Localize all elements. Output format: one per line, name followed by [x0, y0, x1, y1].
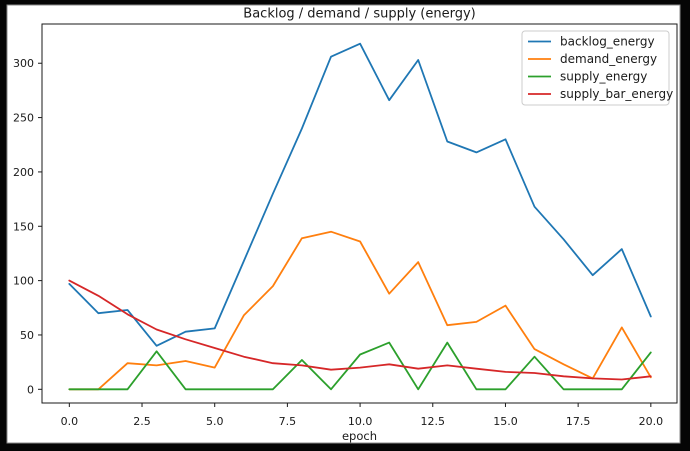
x-tick-label: 15.0: [493, 415, 518, 428]
legend-entry: demand_energy: [528, 52, 657, 66]
legend-entry: supply_bar_energy: [528, 87, 673, 101]
series-line-backlog_energy: [68, 42, 652, 347]
x-tick-label: 17.5: [566, 415, 591, 428]
y-tick-label: 50: [20, 329, 34, 342]
y-tick-label: 150: [13, 220, 34, 233]
y-axis-ticks: 0 50 100 150 200 250 300: [13, 57, 42, 396]
x-tick-label: 12.5: [421, 415, 446, 428]
y-tick-label: 250: [13, 112, 34, 125]
x-tick-label: 0.0: [61, 415, 79, 428]
x-tick-label: 7.5: [279, 415, 297, 428]
axes-frame: [41, 23, 678, 404]
x-tick-label: 10.0: [348, 415, 373, 428]
series-line-supply_bar_energy: [68, 279, 652, 381]
x-axis-label: epoch: [342, 429, 377, 443]
legend-entry: backlog_energy: [528, 35, 655, 49]
legend-entry: supply_energy: [528, 70, 647, 84]
y-tick-label: 0: [27, 383, 34, 396]
legend-label: demand_energy: [560, 52, 657, 66]
legend-label: supply_energy: [560, 70, 647, 84]
series-line-supply_energy: [68, 341, 652, 391]
chart-title: Backlog / demand / supply (energy): [243, 7, 475, 22]
x-tick-label: 5.0: [206, 415, 224, 428]
legend-label: supply_bar_energy: [560, 87, 673, 101]
plot-series-lines: [68, 42, 652, 391]
x-axis-ticks: 0.0 2.5 5.0 7.5 10.0 12.5 15.0 17.5 20.0: [61, 403, 664, 428]
legend-frame: [521, 30, 670, 106]
x-tick-label: 2.5: [133, 415, 151, 428]
y-tick-label: 300: [13, 57, 34, 70]
legend: backlog_energy demand_energy supply_ener…: [521, 30, 673, 106]
x-tick-label: 20.0: [639, 415, 664, 428]
legend-label: backlog_energy: [560, 35, 655, 49]
y-tick-label: 200: [13, 166, 34, 179]
y-tick-label: 100: [13, 275, 34, 288]
